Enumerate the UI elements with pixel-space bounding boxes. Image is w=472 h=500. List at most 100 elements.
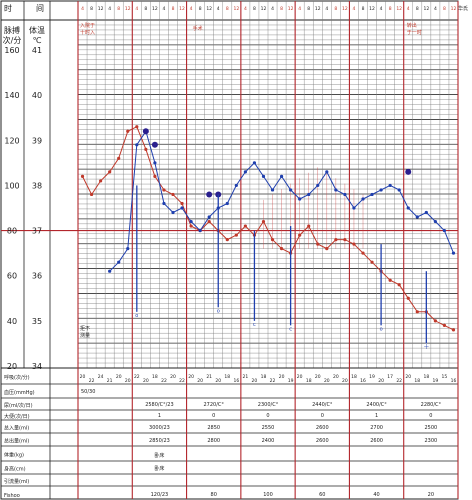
temperature-point (352, 242, 356, 246)
hour-label: 8 (226, 6, 229, 12)
temperature-point (270, 238, 275, 242)
pulse-point (406, 206, 410, 210)
temperature-point (171, 192, 175, 197)
intake-value: 2600 (316, 425, 329, 431)
temperature-point (207, 219, 211, 224)
urine-value: 2300/C° (258, 402, 279, 408)
hour-label: 12 (125, 6, 131, 12)
pulse-point (370, 192, 374, 197)
output-value: 2800 (207, 438, 220, 444)
temperature-point (316, 242, 320, 246)
bp-value: 50/30 (81, 389, 95, 395)
urine-label: 尿(ml/次/日) (4, 402, 33, 409)
drop-marker: o (380, 326, 383, 332)
hour-label: 8 (144, 6, 147, 12)
hour-label: 12 (315, 6, 321, 12)
temperature-point (117, 156, 121, 160)
hour-label: 12 (98, 6, 104, 12)
pulse-point (316, 183, 320, 188)
hour-label: 12 (233, 6, 239, 12)
output-value: 2600 (316, 438, 329, 444)
resp-label: 呼吸(次/分) (4, 374, 30, 381)
resp-value: 18 (414, 378, 420, 384)
resp-value: 19 (433, 378, 439, 384)
temperature-point (126, 129, 130, 133)
temperature-point (325, 247, 329, 251)
pulse-point (117, 260, 121, 264)
hour-label: 4 (434, 6, 437, 12)
pulse-point (180, 206, 184, 210)
resp-value: 22 (179, 378, 185, 384)
stool-value: 1 (375, 413, 378, 419)
pulse-point (279, 174, 284, 178)
pulse-unit: 次/分 (3, 35, 22, 45)
temperature-point (225, 238, 229, 242)
cooling-marker (206, 191, 213, 198)
temp-tick-label: 35 (32, 317, 42, 326)
resp-value: 22 (134, 374, 140, 380)
temperature-point (144, 147, 148, 151)
pulse-point (135, 143, 139, 147)
weight-label: 体重(kg) (4, 452, 24, 459)
drain-value: 20 (428, 492, 434, 498)
hour-label: 12 (369, 6, 375, 12)
pulse-point (379, 188, 383, 192)
cooling-marker (151, 141, 158, 148)
resp-value: 20 (215, 378, 221, 384)
temperature-point (234, 233, 238, 237)
resp-value: 16 (451, 378, 457, 384)
resp-value: 15 (442, 374, 448, 380)
stool-label: 大便(次/日) (4, 413, 30, 420)
hour-label: 8 (172, 6, 175, 12)
resp-value: 21 (206, 374, 212, 380)
pulse-point (424, 210, 428, 215)
pulse-point (108, 269, 112, 273)
admission-note-2: 十时入 (80, 29, 95, 36)
pulse-point (225, 201, 229, 206)
drop-marker: c (289, 326, 292, 332)
hour-label: 12 (206, 6, 212, 12)
pulse-point (261, 174, 266, 178)
hour-label: 12 (261, 6, 267, 12)
resp-value: 20 (80, 374, 86, 380)
temperature-line (82, 126, 454, 331)
resp-value: 22 (270, 378, 276, 384)
cooling-marker (142, 128, 149, 135)
temperature-point (334, 238, 338, 242)
drain-value: 100 (263, 492, 273, 498)
temperature-point (261, 219, 266, 224)
resp-value: 20 (125, 378, 131, 384)
resp-value: 20 (342, 378, 348, 384)
temperature-point (451, 328, 456, 332)
pulse-point (334, 188, 338, 192)
resp-value: 20 (279, 374, 285, 380)
resp-value: 18 (423, 374, 429, 380)
hour-label: 8 (389, 6, 392, 12)
drop-marker: o (217, 308, 220, 314)
pulse-tick-label: 80 (7, 227, 17, 236)
hour-label: 8 (443, 6, 446, 12)
hour-label: 4 (108, 6, 111, 12)
intake-value: 2500 (424, 425, 437, 431)
temperature-point (243, 224, 247, 228)
pulse-point (397, 188, 401, 192)
resp-value: 20 (405, 374, 411, 380)
drain-value: 60 (319, 492, 325, 498)
urine-value: 2440/C° (312, 402, 333, 408)
resp-value: 20 (315, 374, 321, 380)
temperature-point (162, 188, 166, 192)
hour-label: 8 (117, 6, 120, 12)
refuse-note-2: 测量 (80, 332, 90, 339)
temp-unit: ℃ (33, 36, 42, 45)
refuse-note: 拒不 (80, 325, 90, 332)
hour-label: 8 (416, 6, 419, 12)
pulse-point (162, 201, 166, 206)
drain-value: 40 (373, 492, 379, 498)
pulse-point (126, 247, 130, 251)
hour-label: 4 (353, 6, 356, 12)
cooling-marker (405, 168, 412, 175)
hour-label: 4 (380, 6, 383, 12)
urine-value: 2720/C° (204, 402, 225, 408)
pulse-point (289, 188, 293, 192)
hour-label: 8 (362, 6, 365, 12)
